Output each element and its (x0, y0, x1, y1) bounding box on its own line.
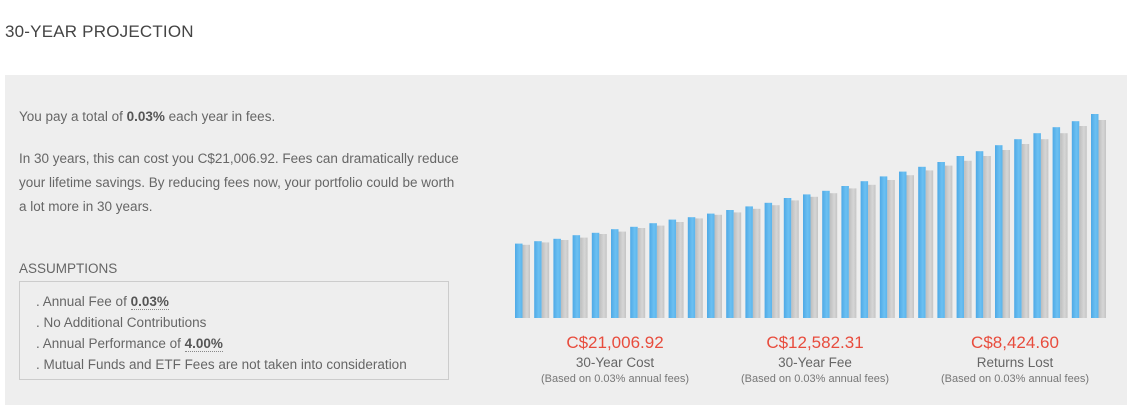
bar-blue (726, 210, 734, 318)
stat-label: 30-Year Fee (778, 355, 852, 370)
bar-grey (848, 188, 857, 318)
bar-grey (714, 214, 722, 318)
bar-blue (1033, 133, 1041, 318)
bar-blue (591, 232, 600, 318)
bar-grey (1040, 139, 1049, 318)
stat-note: (Based on 0.03% annual fees) (741, 373, 889, 385)
bar-grey (618, 231, 626, 318)
bar-grey (1021, 144, 1030, 318)
bar-blue (841, 186, 849, 318)
bar-grey (656, 225, 665, 318)
bar-blue (860, 181, 869, 318)
bar-blue (668, 219, 677, 318)
bar-blue (649, 223, 657, 318)
projection-description: In 30 years, this can cost you C$21,006.… (19, 151, 459, 214)
bar-blue (995, 145, 1003, 318)
bar-grey (733, 212, 742, 318)
bar-blue (899, 171, 907, 318)
bar-blue (956, 156, 965, 318)
projection-panel: You pay a total of 0.03% each year in fe… (5, 75, 1127, 405)
stat-note: (Based on 0.03% annual fees) (541, 373, 689, 385)
bar-blue (803, 194, 811, 318)
bar-blue (745, 206, 753, 318)
stat-value: C$8,424.60 (971, 333, 1059, 352)
projection-bar-chart (515, 114, 1106, 318)
assumptions-list: . Annual Fee of 0.03% . No Additional Co… (19, 281, 449, 380)
bar-grey (868, 184, 876, 318)
bar-grey (752, 208, 761, 318)
stat-note: (Based on 0.03% annual fees) (941, 373, 1089, 385)
bar-blue (630, 226, 638, 318)
assumption-text: . Mutual Funds and ETF Fees are not take… (36, 357, 407, 372)
bar-grey (637, 228, 646, 318)
bar-grey (772, 205, 780, 318)
bar-grey (676, 222, 684, 318)
assumptions-heading: ASSUMPTIONS (19, 261, 118, 276)
bar-grey (829, 193, 838, 318)
assumption-value: 4.00% (184, 336, 223, 352)
bar-grey (1060, 133, 1068, 318)
bar-grey (964, 160, 972, 318)
bar-grey (1079, 126, 1087, 318)
bar-grey (810, 196, 818, 318)
stat-value: C$12,582.31 (766, 333, 864, 352)
bar-grey (1002, 150, 1010, 318)
bar-blue (975, 151, 984, 318)
bar-grey (791, 200, 799, 318)
bar-grey (695, 218, 703, 318)
bar-blue (553, 238, 561, 318)
assumption-annual-fee: . Annual Fee of 0.03% (36, 291, 448, 312)
bar-blue (1071, 121, 1080, 318)
bar-grey (599, 234, 607, 318)
assumption-performance: . Annual Performance of 4.00% (36, 333, 448, 354)
stat-30-year-cost: C$21,006.92 30-Year Cost (Based on 0.03%… (515, 332, 715, 387)
bar-blue (515, 243, 523, 318)
bar-blue (707, 213, 715, 318)
assumption-value: 0.03% (130, 294, 169, 310)
bar-blue (937, 162, 945, 318)
assumption-fund-fees: . Mutual Funds and ETF Fees are not take… (36, 354, 448, 375)
bar-blue (764, 202, 773, 318)
projection-stats: C$21,006.92 30-Year Cost (Based on 0.03%… (515, 332, 1111, 402)
bar-blue (1091, 114, 1099, 318)
bar-grey (925, 170, 934, 318)
bar-blue (611, 229, 619, 318)
stat-returns-lost: C$8,424.60 Returns Lost (Based on 0.03% … (915, 332, 1115, 387)
assumption-contributions: . No Additional Contributions (36, 312, 448, 333)
page-title: 30-YEAR PROJECTION (5, 22, 194, 41)
stat-label: 30-Year Cost (575, 355, 655, 370)
bar-grey (560, 240, 569, 318)
bar-blue (822, 190, 830, 318)
bar-grey (887, 180, 895, 318)
bar-grey (1098, 120, 1106, 318)
fee-summary-value: 0.03% (126, 109, 165, 124)
stat-label: Returns Lost (976, 355, 1054, 370)
bar-grey (983, 156, 991, 318)
fee-summary: You pay a total of 0.03% each year in fe… (19, 109, 275, 124)
fee-summary-suffix: each year in fees. (164, 109, 276, 124)
bar-blue (783, 198, 792, 318)
bar-grey (906, 175, 914, 318)
fee-summary-prefix: You pay a total of (19, 109, 127, 124)
stat-30-year-fee: C$12,582.31 30-Year Fee (Based on 0.03% … (715, 332, 915, 387)
assumption-text: . Annual Performance of (36, 336, 185, 351)
bar-grey (522, 244, 530, 318)
bar-blue (1052, 127, 1061, 318)
bar-blue (534, 241, 542, 318)
bar-blue (572, 235, 581, 318)
assumption-text: . Annual Fee of (36, 294, 131, 309)
bar-blue (879, 176, 888, 318)
bar-grey (541, 242, 550, 318)
bar-blue (1014, 139, 1022, 318)
assumption-text: . No Additional Contributions (36, 315, 207, 330)
bar-grey (580, 237, 588, 318)
stat-value: C$21,006.92 (566, 333, 664, 352)
bar-blue (918, 166, 926, 318)
bar-grey (944, 165, 953, 318)
bar-blue (687, 217, 696, 318)
